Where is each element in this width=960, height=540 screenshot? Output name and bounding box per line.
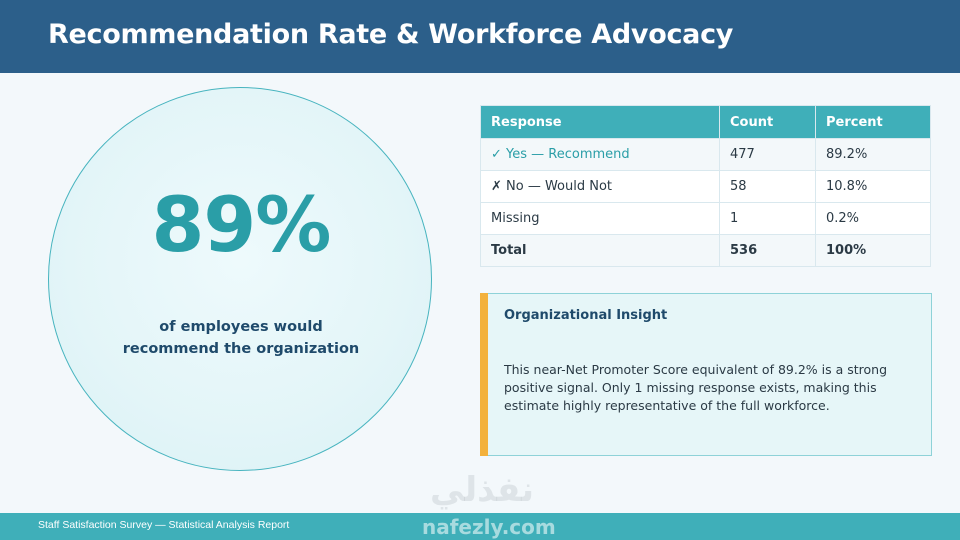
row-missing-response: Missing — [480, 202, 720, 235]
insight-box: Organizational Insight This near-Net Pro… — [480, 293, 932, 456]
insight-body: This near-Net Promoter Score equivalent … — [504, 362, 888, 413]
row-total-count: 536 — [719, 234, 816, 267]
row-yes-percent: 89.2% — [815, 138, 931, 171]
recommend-percentage: 89% — [151, 180, 332, 269]
watermark-logo-latin: nafezly.com — [422, 515, 556, 539]
header-response: Response — [480, 105, 720, 139]
row-total-percent: 100% — [815, 234, 931, 267]
caption-line-1: of employees would — [159, 319, 323, 335]
table-row: ✓ Yes — Recommend 477 89.2% — [480, 138, 931, 171]
page-title: Recommendation Rate & Workforce Advocacy — [48, 19, 734, 50]
row-no-count: 58 — [719, 170, 816, 203]
row-missing-count: 1 — [719, 202, 816, 235]
response-table: Response Count Percent ✓ Yes — Recommend… — [480, 105, 931, 267]
insight-title: Organizational Insight — [504, 308, 668, 323]
footer-text: Staff Satisfaction Survey — Statistical … — [38, 519, 290, 531]
header-count: Count — [719, 105, 816, 139]
row-total-response: Total — [480, 234, 720, 267]
table-header-row: Response Count Percent — [480, 105, 931, 139]
footer-bar: Staff Satisfaction Survey — Statistical … — [0, 513, 960, 540]
header-percent: Percent — [815, 105, 931, 139]
watermark-logo-arabic: نفذلي — [429, 470, 535, 510]
row-no-response: ✗ No — Would Not — [480, 170, 720, 203]
table-total-row: Total 536 100% — [480, 234, 931, 267]
table-row: ✗ No — Would Not 58 10.8% — [480, 170, 931, 203]
row-missing-percent: 0.2% — [815, 202, 931, 235]
recommend-caption: of employees would recommend the organiz… — [49, 316, 433, 360]
row-no-percent: 10.8% — [815, 170, 931, 203]
highlight-circle: 89% of employees would recommend the org… — [48, 87, 432, 471]
table-row: Missing 1 0.2% — [480, 202, 931, 235]
row-yes-response: ✓ Yes — Recommend — [480, 138, 720, 171]
caption-line-2: recommend the organization — [122, 341, 360, 357]
title-bar: Recommendation Rate & Workforce Advocacy — [0, 0, 960, 73]
row-yes-count: 477 — [719, 138, 816, 171]
insight-accent-bar — [480, 293, 488, 456]
